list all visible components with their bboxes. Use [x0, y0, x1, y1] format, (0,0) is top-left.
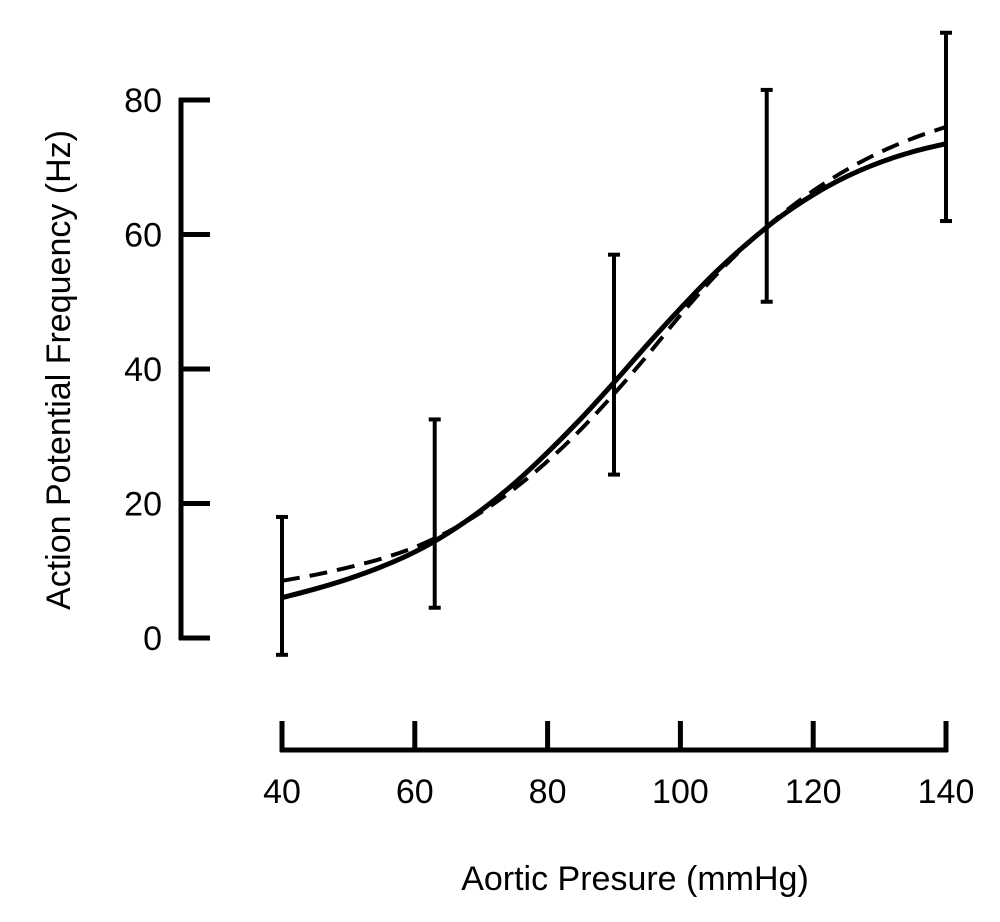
error-bar — [276, 514, 288, 657]
error-bars — [276, 30, 952, 657]
error-bar — [608, 252, 620, 477]
y-tick-label: 60 — [124, 217, 162, 255]
y-axis: 0 20 40 60 80 — [124, 82, 210, 658]
solid-series-line — [281, 141, 947, 601]
x-tick-label: 60 — [396, 773, 434, 811]
y-axis-title: Action Potential Frequency (Hz) — [40, 130, 78, 610]
y-tick-label: 80 — [124, 82, 162, 120]
error-bar — [428, 417, 441, 610]
x-axis: 40 60 80 100 120 140 — [263, 721, 974, 811]
y-tick-label: 20 — [124, 486, 162, 524]
y-tick-label: 40 — [124, 351, 162, 389]
series-group — [281, 125, 947, 601]
x-tick-label: 40 — [263, 773, 301, 811]
x-axis-title: Aortic Presure (mmHg) — [461, 860, 809, 898]
x-tick-label: 80 — [529, 773, 567, 811]
error-bar — [940, 30, 952, 224]
y-tick-label: 0 — [143, 620, 162, 658]
x-tick-label: 120 — [785, 773, 842, 811]
error-bar — [760, 87, 773, 304]
x-tick-label: 100 — [652, 773, 709, 811]
dashed-series-line — [281, 125, 947, 583]
x-tick-label: 140 — [918, 773, 975, 811]
